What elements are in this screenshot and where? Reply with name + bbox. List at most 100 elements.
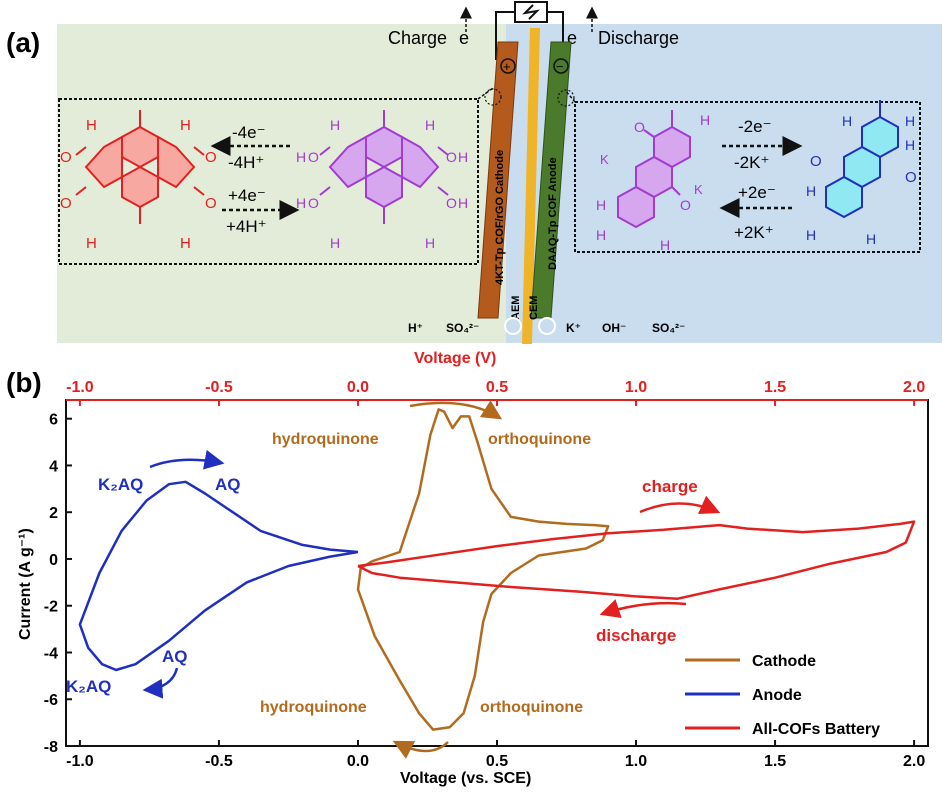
atom-label: O bbox=[60, 195, 72, 212]
charge-label: Charge bbox=[388, 28, 447, 48]
atom-label: H bbox=[180, 235, 191, 252]
charge-arrow-icon bbox=[639, 495, 721, 514]
aem-label: AEM bbox=[510, 296, 522, 320]
atom-label: H bbox=[700, 112, 710, 128]
atom-label: H bbox=[330, 117, 340, 133]
cathode-zoom-circle bbox=[484, 88, 502, 106]
atom-label: H bbox=[180, 117, 191, 134]
atom-label: H bbox=[86, 117, 97, 134]
annotation-aq-bottom: AQ bbox=[162, 647, 188, 666]
annotation-hydroquinone-top: hydroquinone bbox=[272, 431, 379, 448]
annotation-orthoquinone-top: orthoquinone bbox=[488, 431, 591, 448]
atom-label: H bbox=[86, 235, 97, 252]
atom-label: K bbox=[600, 152, 609, 167]
circulation-left-icon bbox=[504, 317, 522, 335]
pyrene-tetraol-molecule bbox=[319, 110, 449, 224]
top-tick-label: 1.5 bbox=[764, 379, 786, 396]
anode-reaction-box bbox=[574, 101, 921, 253]
cem-label: CEM bbox=[528, 296, 540, 320]
lightning-icon bbox=[522, 4, 540, 20]
x-axis-title: Voltage (vs. SCE) bbox=[400, 770, 531, 787]
x-tick-label: 0.5 bbox=[486, 753, 508, 770]
cathode-zoom-line bbox=[477, 87, 494, 100]
atom-label: H bbox=[458, 149, 468, 165]
x-axis-ticks: -1.0 -0.5 0.0 0.5 1.0 1.5 2.0 bbox=[66, 740, 925, 770]
annotation-orthoquinone-bottom: orthoquinone bbox=[480, 699, 583, 716]
annotation-aq-top: AQ bbox=[215, 475, 241, 494]
legend-label-anode: Anode bbox=[752, 687, 802, 704]
anode-reduction-arrow-icon bbox=[142, 667, 179, 699]
x-tick-label: -0.5 bbox=[205, 753, 233, 770]
ion-label: OH⁻ bbox=[602, 321, 626, 335]
anode-label: DAAQ-Tp COF Anode bbox=[547, 157, 559, 270]
left-reaction-top-1: -4e⁻ bbox=[232, 123, 266, 142]
annotation-discharge: discharge bbox=[596, 626, 676, 645]
right-reaction-bottom-2: +2K⁺ bbox=[734, 223, 774, 242]
y-tick-label: 6 bbox=[49, 412, 58, 429]
y-tick-label: -2 bbox=[44, 599, 58, 616]
circulation-right-icon bbox=[538, 317, 556, 335]
atom-label: H bbox=[330, 235, 340, 251]
atom-label: O bbox=[680, 197, 691, 213]
anode-oxidation-arrow-icon bbox=[149, 449, 225, 470]
load-box bbox=[514, 1, 548, 23]
membrane-aem-cem bbox=[522, 28, 540, 344]
annotation-charge: charge bbox=[642, 477, 698, 496]
ion-label: SO₄²⁻ bbox=[446, 321, 479, 335]
legend: Cathode Anode All-COFs Battery bbox=[685, 653, 880, 738]
x-tick-label: 1.0 bbox=[625, 753, 647, 770]
x-tick-label: 2.0 bbox=[903, 753, 925, 770]
anode-compartment bbox=[506, 24, 942, 343]
y-tick-label: -8 bbox=[44, 739, 58, 756]
atom-label: O bbox=[308, 195, 319, 211]
cathode-reaction-box bbox=[58, 98, 479, 265]
top-tick-label: 0.5 bbox=[486, 379, 508, 396]
atom-label: O bbox=[205, 149, 217, 166]
right-reaction-bottom-1: +2e⁻ bbox=[738, 183, 776, 202]
series-line-cathode bbox=[356, 408, 610, 731]
annotation-hydroquinone-bottom: hydroquinone bbox=[260, 699, 367, 716]
atom-label: H bbox=[905, 113, 915, 129]
positive-terminal-icon bbox=[500, 58, 516, 74]
atom-label: H bbox=[458, 195, 468, 211]
k2aq-molecule bbox=[617, 110, 691, 229]
cathode-label: 4KT-Tp COF/rGO Cathode bbox=[494, 150, 506, 285]
x-tick-label: 1.5 bbox=[764, 753, 786, 770]
panel-a-label: (a) bbox=[6, 27, 40, 58]
annotation-k2aq-top: K₂AQ bbox=[98, 475, 143, 494]
atom-label: O bbox=[446, 195, 457, 211]
discharge-electron-label: e bbox=[567, 28, 577, 48]
atom-label: O bbox=[634, 119, 645, 135]
series-line-all-cofs-battery bbox=[357, 520, 916, 600]
series-layer bbox=[78, 408, 916, 731]
y-tick-label: 4 bbox=[49, 458, 58, 475]
atom-label: K bbox=[694, 182, 703, 197]
atom-label: O bbox=[205, 195, 217, 212]
panel-a: (a) Charge e e Discharge 4KT-Tp COF/rGO … bbox=[6, 1, 942, 344]
atom-label: H bbox=[296, 149, 306, 165]
cathode-oxidation-arrow-icon bbox=[409, 400, 503, 420]
x-tick-label: -1.0 bbox=[66, 753, 94, 770]
discharge-arrow-icon bbox=[599, 599, 687, 619]
atom-label: H bbox=[806, 183, 816, 199]
atom-label: H bbox=[842, 113, 852, 129]
atom-label: H bbox=[596, 197, 606, 213]
anode-zoom-circle bbox=[557, 89, 575, 107]
left-reaction-top-2: -4H⁺ bbox=[228, 153, 264, 172]
atom-label: H bbox=[866, 231, 876, 247]
ion-label: SO₄²⁻ bbox=[652, 321, 685, 335]
right-reaction-top-1: -2e⁻ bbox=[738, 117, 772, 136]
top-tick-label: 1.0 bbox=[625, 379, 647, 396]
ion-label: K⁺ bbox=[566, 321, 581, 335]
minus-sign: − bbox=[556, 59, 564, 74]
atom-label: H bbox=[905, 137, 915, 153]
y-tick-label: -4 bbox=[44, 645, 58, 662]
atom-label: H bbox=[425, 117, 435, 133]
atom-label: O bbox=[905, 169, 917, 186]
panel-b-label: (b) bbox=[6, 367, 42, 398]
top-tick-label: 0.0 bbox=[347, 379, 369, 396]
annotation-k2aq-bottom: K₂AQ bbox=[66, 677, 111, 696]
atom-label: H bbox=[296, 195, 306, 211]
cathode-electrode bbox=[477, 41, 519, 319]
